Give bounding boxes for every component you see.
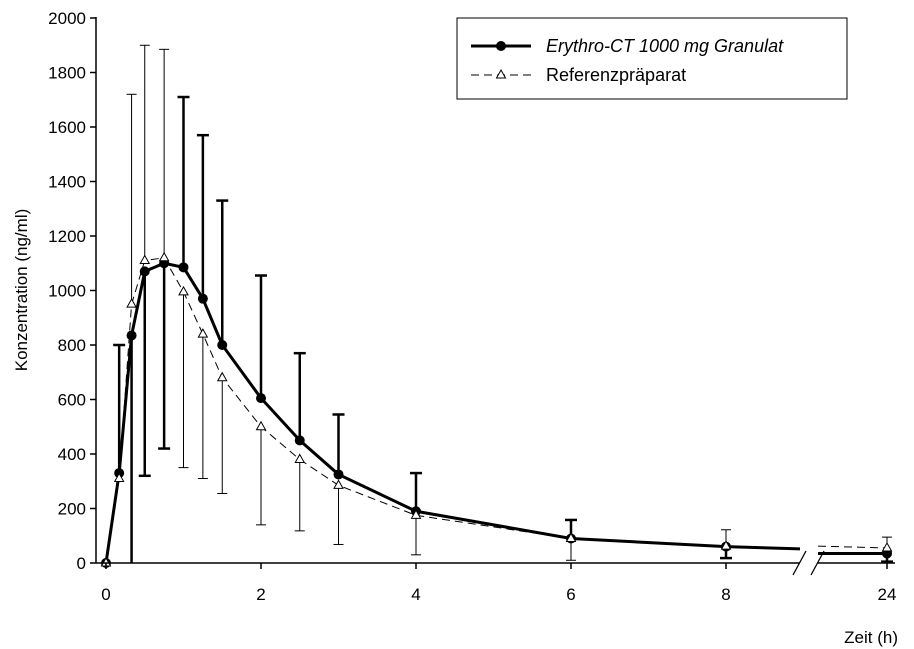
x-tick-label-5: 24 <box>878 585 897 604</box>
y-tick-label-10: 2000 <box>48 9 86 28</box>
y-tick-label-3: 600 <box>58 391 86 410</box>
y-tick-label-0: 0 <box>77 554 86 573</box>
axis-break-mark-right <box>810 550 825 576</box>
point-series-1-5 <box>178 262 189 273</box>
legend-box <box>456 17 848 100</box>
legend: Erythro-CT 1000 mg Granulat Referenzpräp… <box>456 17 848 100</box>
x-tick-label-0: 0 <box>101 585 110 604</box>
x-tick-label-4: 8 <box>721 585 730 604</box>
legend-label-series-1: Erythro-CT 1000 mg Granulat <box>546 36 784 56</box>
point-series-1-8 <box>256 393 266 404</box>
y-ticks: 0 200 400 600 800 1000 1200 1400 1600 1800 2000 <box>48 9 96 573</box>
point-series-2-9 <box>294 453 306 463</box>
point-series-1-6 <box>197 293 208 304</box>
legend-label-series-2: Referenzpräparat <box>546 65 686 85</box>
y-tick-label-9: 1800 <box>48 64 86 83</box>
legend-marker-series-1 <box>496 41 506 51</box>
series-line-after-break-2 <box>817 545 888 549</box>
point-series-2-5 <box>178 285 189 296</box>
point-series-2-14 <box>881 541 893 552</box>
point-series-2-4 <box>158 251 170 262</box>
x-axis-label: Zeit (h) <box>844 628 898 647</box>
x-tick-label-2: 4 <box>411 585 420 604</box>
point-series-2-13 <box>720 540 732 550</box>
point-series-1-3 <box>139 266 150 277</box>
point-series-1-10 <box>333 469 344 480</box>
point-series-1-7 <box>217 340 228 350</box>
y-tick-label-5: 1000 <box>48 282 86 301</box>
point-series-2-3 <box>139 254 151 265</box>
y-tick-label-1: 200 <box>58 500 86 519</box>
x-tick-label-3: 6 <box>566 585 575 604</box>
point-series-2-7 <box>216 371 228 382</box>
point-series-2-6 <box>197 328 209 338</box>
point-series-1-2 <box>126 330 137 341</box>
legend-marker-series-2 <box>495 68 507 79</box>
series-markers <box>100 251 893 568</box>
x-tick-label-1: 2 <box>256 585 265 604</box>
y-tick-label-6: 1200 <box>48 227 86 246</box>
y-tick-label-7: 1400 <box>48 173 86 192</box>
axis-break-mark-left <box>792 550 807 576</box>
point-series-2-12 <box>565 532 577 542</box>
y-axis-label: Konzentration (ng/ml) <box>12 209 31 372</box>
error-bars <box>113 44 893 563</box>
x-ticks: 0 2 4 6 8 24 <box>101 563 896 604</box>
point-series-2-10 <box>333 479 344 489</box>
y-tick-label-4: 800 <box>58 336 86 355</box>
point-series-2-11 <box>410 509 422 519</box>
point-series-2-2 <box>126 298 137 308</box>
y-tick-label-2: 400 <box>58 445 86 464</box>
point-series-2-1 <box>113 472 125 483</box>
point-series-2-8 <box>255 420 267 431</box>
point-series-1-9 <box>294 435 305 446</box>
y-tick-label-8: 1600 <box>48 118 86 137</box>
